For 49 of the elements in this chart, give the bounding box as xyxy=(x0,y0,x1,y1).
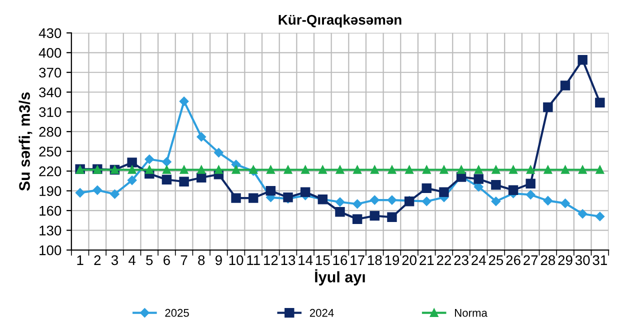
y-tick-label: 160 xyxy=(40,206,62,216)
x-tick-label: 16 xyxy=(333,255,348,266)
chart-title: Kür-Qıraqkəsəmən xyxy=(278,14,402,28)
x-tick-label: 6 xyxy=(164,255,170,266)
x-tick-label: 27 xyxy=(524,255,538,265)
y-tick-label: 100 xyxy=(40,245,62,256)
legend-label: 2024 xyxy=(310,308,334,317)
legend-label: Norma xyxy=(455,309,488,317)
x-tick-label: 25 xyxy=(488,255,504,266)
y-tick-label: 370 xyxy=(39,68,62,78)
x-tick-label: 18 xyxy=(368,255,382,266)
x-tick-label: 21 xyxy=(420,255,434,265)
x-axis-title: İyul ayı xyxy=(315,269,365,286)
y-tick-label: 220 xyxy=(39,166,62,176)
x-tick-label: 15 xyxy=(316,255,330,266)
x-tick-label: 23 xyxy=(454,255,468,266)
x-tick-label: 30 xyxy=(575,255,590,266)
x-tick-label: 7 xyxy=(180,255,188,265)
x-tick-label: 12 xyxy=(264,255,278,265)
x-tick-label: 19 xyxy=(385,255,400,266)
y-tick-label: 430 xyxy=(38,28,62,38)
x-tick-label: 8 xyxy=(198,255,205,266)
y-axis-title: Su sərfi, m3/s xyxy=(18,92,32,191)
x-tick-label: 13 xyxy=(281,255,296,266)
y-tick-label: 130 xyxy=(40,226,62,236)
y-tick-label: 400 xyxy=(38,48,62,58)
y-tick-label: 280 xyxy=(39,126,62,137)
legend-label: 2025 xyxy=(165,308,189,317)
x-tick-label: 1 xyxy=(77,255,84,265)
y-tick-label: 190 xyxy=(40,186,62,196)
x-tick-label: 29 xyxy=(558,255,572,266)
x-tick-label: 11 xyxy=(247,255,260,265)
x-tick-label: 17 xyxy=(350,255,364,265)
x-tick-label: 9 xyxy=(215,255,222,266)
x-tick-label: 31 xyxy=(592,255,607,266)
y-tick-label: 250 xyxy=(39,146,62,157)
x-tick-label: 10 xyxy=(229,255,244,266)
x-tick-label: 5 xyxy=(146,255,153,266)
x-tick-label: 3 xyxy=(111,255,118,266)
x-tick-label: 28 xyxy=(540,255,556,266)
x-tick-label: 24 xyxy=(472,255,486,265)
x-tick-label: 14 xyxy=(298,255,313,265)
y-tick-label: 310 xyxy=(39,107,62,118)
x-tick-label: 22 xyxy=(436,255,451,265)
y-tick-label: 340 xyxy=(39,87,62,98)
x-tick-label: 4 xyxy=(128,255,136,265)
x-tick-label: 26 xyxy=(506,255,520,266)
x-tick-label: 2 xyxy=(94,255,101,265)
x-tick-label: 20 xyxy=(402,255,416,266)
